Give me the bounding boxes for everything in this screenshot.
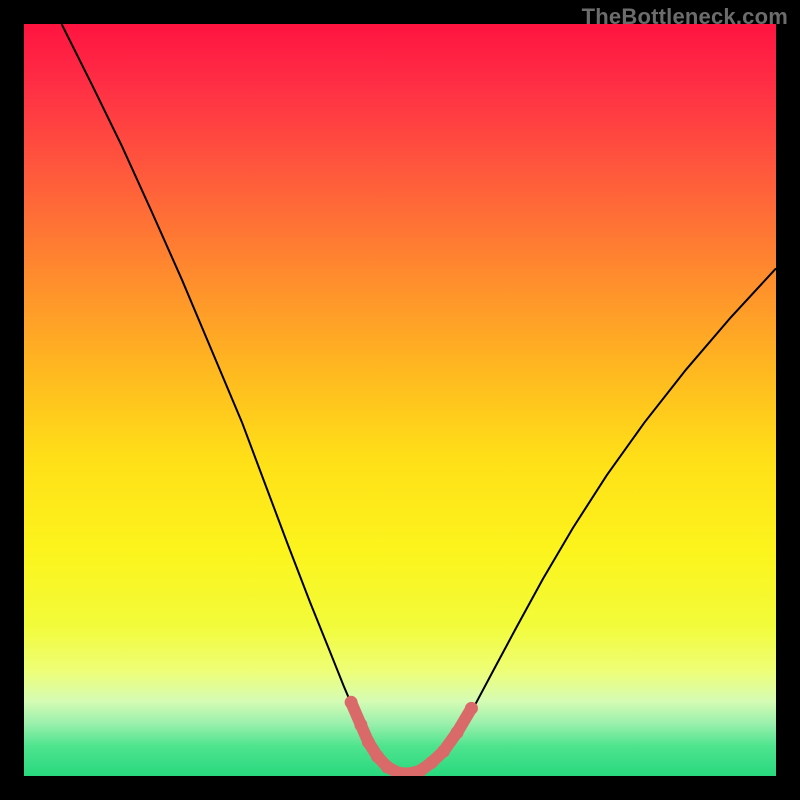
marker-dot [451, 726, 464, 739]
marker-dot [354, 718, 367, 731]
chart-svg [24, 24, 776, 776]
marker-dot [465, 702, 478, 715]
plot-area [24, 24, 776, 776]
marker-dot [381, 760, 394, 773]
watermark-text: TheBottleneck.com [582, 4, 788, 30]
marker-dot [371, 750, 384, 763]
marker-dot [437, 745, 450, 758]
marker-dot [362, 736, 375, 749]
marker-dot [425, 756, 438, 769]
marker-dot [345, 696, 358, 709]
chart-container: TheBottleneck.com [0, 0, 800, 800]
